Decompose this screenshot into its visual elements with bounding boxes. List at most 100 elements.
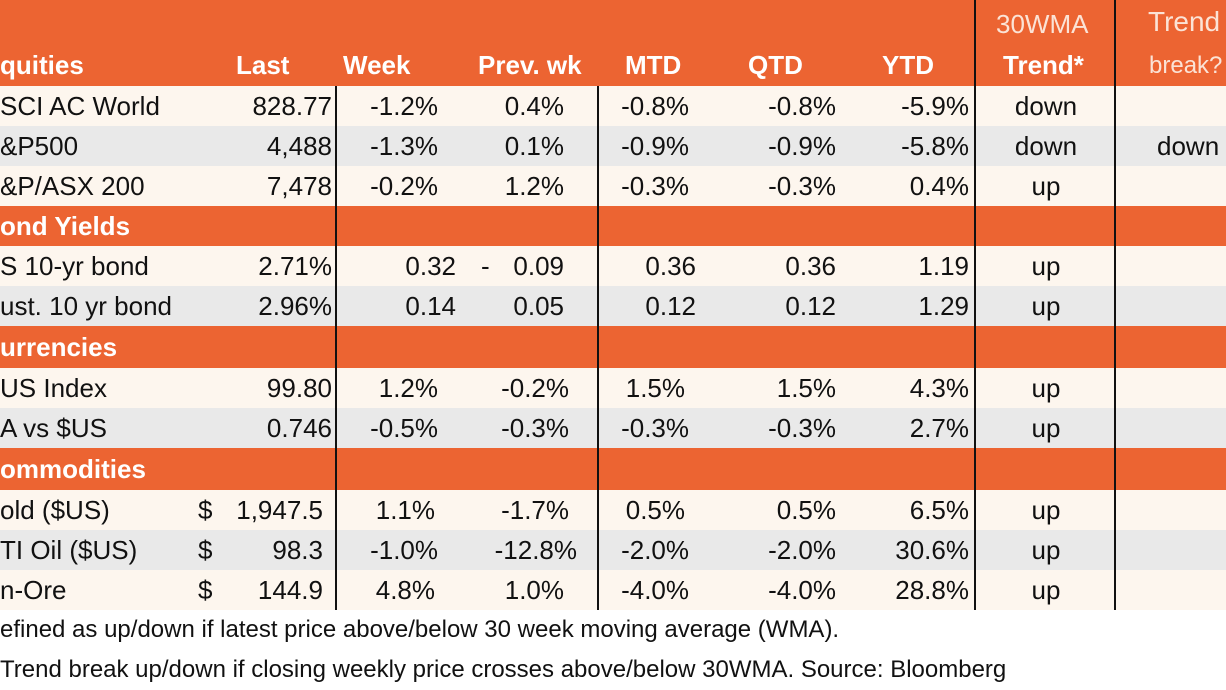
row-qtd: -0.8%	[768, 90, 836, 121]
row-name: S 10-yr bond	[0, 250, 149, 281]
row-trend: up	[1031, 170, 1061, 201]
row-prev: -0.2%	[501, 372, 569, 403]
row-name: &P/ASX 200	[0, 170, 145, 201]
header-week: Week	[343, 50, 411, 80]
row-mtd: 0.12	[645, 290, 696, 321]
row-name: n-Ore	[0, 574, 67, 605]
row-ytd: 0.4%	[909, 170, 969, 201]
row-qtd: -0.3%	[768, 170, 836, 201]
section-header-bond-yields: ond Yields	[0, 206, 1226, 246]
row-trend: up	[1031, 534, 1061, 565]
row-dollar: $	[198, 494, 213, 525]
row-qtd: 0.5%	[776, 494, 836, 525]
table-row: old ($US) $ 1,947.5 1.1% -1.7% 0.5% 0.5%…	[0, 490, 1226, 530]
row-name: &P500	[0, 130, 79, 161]
column-divider	[597, 86, 599, 610]
row-mtd: -0.3%	[621, 170, 689, 201]
table-row: TI Oil ($US) $ 98.3 -1.0% -12.8% -2.0% -…	[0, 530, 1226, 570]
table-row: S 10-yr bond 2.71% 0.32 - 0.09 0.36 0.36…	[0, 246, 1226, 286]
row-name: old ($US)	[0, 494, 110, 525]
row-last: 144.9	[257, 574, 323, 605]
row-mtd: -2.0%	[621, 534, 689, 565]
row-last: 4,488	[266, 130, 332, 161]
row-mtd: -4.0%	[621, 574, 689, 605]
row-prev: 0.05	[513, 290, 564, 321]
table-row: SCI AC World 828.77 -1.2% 0.4% -0.8% -0.…	[0, 86, 1226, 126]
row-qtd: -0.3%	[768, 412, 836, 443]
header-last: Last	[236, 50, 290, 80]
header-prev-wk: Prev. wk	[478, 50, 582, 80]
row-ytd: 6.5%	[909, 494, 969, 525]
row-dollar: $	[198, 574, 213, 605]
row-name: A vs $US	[0, 412, 107, 443]
row-ytd: 28.8%	[895, 574, 969, 605]
row-prev: 0.1%	[504, 130, 564, 161]
row-dollar: $	[198, 534, 213, 565]
row-ytd: -5.8%	[901, 130, 969, 161]
row-mtd: -0.9%	[621, 130, 689, 161]
header-ytd: YTD	[882, 50, 934, 80]
table-row: &P500 4,488 -1.3% 0.1% -0.9% -0.9% -5.8%…	[0, 126, 1226, 166]
row-prev: 1.0%	[504, 574, 564, 605]
row-last: 828.77	[252, 90, 332, 121]
table-row: &P/ASX 200 7,478 -0.2% 1.2% -0.3% -0.3% …	[0, 166, 1226, 206]
row-prev: 1.2%	[504, 170, 564, 201]
row-ytd: 1.19	[918, 250, 969, 281]
column-divider	[974, 0, 976, 610]
section-header-currencies: urrencies	[0, 326, 1226, 368]
row-name: ust. 10 yr bond	[0, 290, 172, 321]
row-ytd: 1.29	[918, 290, 969, 321]
row-trend: up	[1031, 574, 1061, 605]
row-last: 2.96%	[258, 290, 332, 321]
row-week: -0.5%	[370, 412, 438, 443]
row-last: 0.746	[266, 412, 332, 443]
row-mtd: -0.8%	[621, 90, 689, 121]
row-trend: down	[1014, 130, 1078, 161]
row-last: 2.71%	[258, 250, 332, 281]
row-week: -1.3%	[370, 130, 438, 161]
header-wma-line1: 30WMA	[996, 9, 1089, 39]
row-ytd: -5.9%	[901, 90, 969, 121]
header-break-line1: Trend	[1148, 6, 1221, 37]
row-last: 99.80	[266, 372, 332, 403]
row-week: 4.8%	[375, 574, 435, 605]
row-week: 1.1%	[375, 494, 435, 525]
header-qtd: QTD	[748, 50, 803, 80]
header-mtd: MTD	[625, 50, 682, 80]
row-prev: 0.4%	[504, 90, 564, 121]
table-header: quities Last Week Prev. wk MTD QTD YTD 3…	[0, 0, 1226, 86]
row-trend: up	[1031, 250, 1061, 281]
row-qtd: 1.5%	[776, 372, 836, 403]
row-prev: 0.09	[513, 250, 564, 281]
row-mtd: 1.5%	[625, 372, 685, 403]
row-name: US Index	[0, 372, 107, 403]
column-divider	[1114, 0, 1116, 610]
section-title: ond Yields	[0, 210, 131, 241]
row-trend: up	[1031, 412, 1061, 443]
row-trend: down	[1014, 90, 1078, 121]
footnote-trend-break-source: Trend break up/down if closing weekly pr…	[0, 656, 1007, 683]
row-trend-break: down	[1157, 130, 1220, 161]
row-week: -1.2%	[370, 90, 438, 121]
row-prev: -12.8%	[494, 534, 577, 565]
row-prev: -1.7%	[501, 494, 569, 525]
row-name: SCI AC World	[0, 90, 160, 121]
table-row: n-Ore $ 144.9 4.8% 1.0% -4.0% -4.0% 28.8…	[0, 570, 1226, 610]
row-trend: up	[1031, 494, 1061, 525]
row-trend: up	[1031, 372, 1061, 403]
table-row: A vs $US 0.746 -0.5% -0.3% -0.3% -0.3% 2…	[0, 408, 1226, 448]
header-break-line2: break?	[1149, 52, 1223, 79]
section-title: urrencies	[0, 331, 118, 362]
row-trend: up	[1031, 290, 1061, 321]
row-qtd: 0.12	[785, 290, 836, 321]
row-mtd: -0.3%	[621, 412, 689, 443]
row-last: 7,478	[266, 170, 332, 201]
row-qtd: -4.0%	[768, 574, 836, 605]
header-name: quities	[0, 50, 84, 80]
table-row: US Index 99.80 1.2% -0.2% 1.5% 1.5% 4.3%…	[0, 368, 1226, 408]
column-divider	[335, 86, 337, 610]
row-last: 1,947.5	[236, 494, 323, 525]
header-wma-line2: Trend*	[1003, 50, 1084, 80]
row-prev: -0.3%	[501, 412, 569, 443]
row-qtd: -0.9%	[768, 130, 836, 161]
